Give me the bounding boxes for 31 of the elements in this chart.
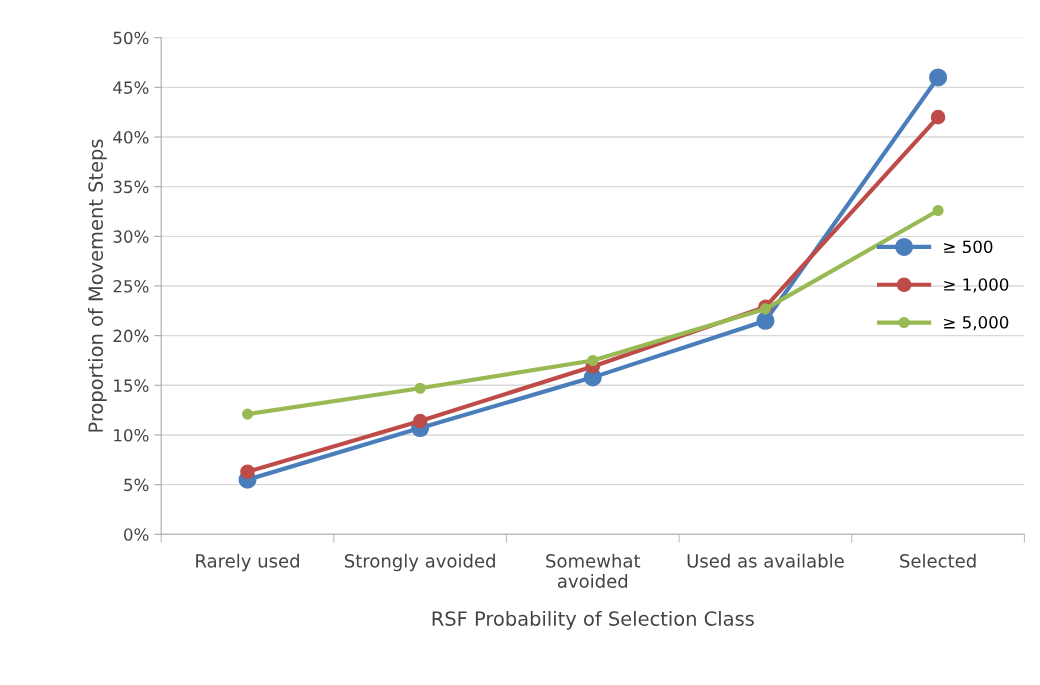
y-tick-label: 25% (113, 279, 149, 293)
point (241, 408, 254, 420)
y-tick-label: 5% (124, 478, 149, 492)
legend-label: ≥ 500 (944, 240, 993, 254)
y-axis-title: Proportion of Movement Steps (87, 139, 107, 432)
legend-label: ≥ 5,000 (944, 316, 1009, 331)
y-tick-label: 50% (113, 31, 149, 45)
y-tick-label: 15% (114, 379, 149, 392)
point (932, 204, 944, 217)
x-tick-label: Somewhat avoided (546, 553, 641, 588)
point (759, 303, 771, 315)
x-tick-label: Selected (900, 553, 976, 568)
y-tick-label: 45% (113, 81, 149, 94)
y-tick-label: 40% (113, 130, 149, 144)
point (414, 382, 426, 394)
point (240, 464, 255, 480)
point (412, 413, 428, 429)
point (587, 354, 599, 367)
y-tick-label: 0% (124, 528, 149, 541)
y-tick-label: 35% (113, 180, 149, 194)
x-tick-label: Rarely used (196, 553, 299, 572)
point (929, 68, 948, 87)
point (756, 311, 775, 330)
x-tick-label: Used as available (687, 553, 844, 568)
legend-label: ≥ 1,000 (944, 278, 1009, 293)
y-tick-label: 10% (114, 428, 149, 442)
y-tick-label: 20% (113, 329, 149, 343)
y-tick-label: 30% (113, 230, 149, 243)
point (930, 109, 946, 125)
x-tick-label: Strongly avoided (344, 553, 495, 572)
x-axis-title: RSF Probability of Selection Class (432, 610, 754, 630)
